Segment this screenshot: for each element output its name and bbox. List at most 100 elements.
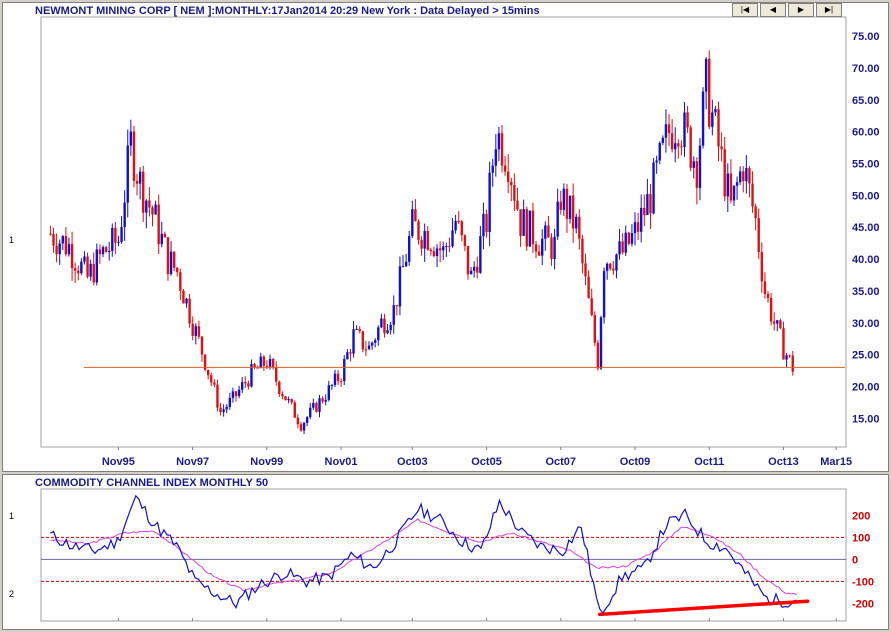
cci-moving-average-line <box>50 518 797 596</box>
price-candle-body <box>602 270 606 318</box>
price-candle-body <box>482 213 485 237</box>
price-y-tick-label: 50.00 <box>852 190 880 202</box>
price-candle-body <box>265 365 269 367</box>
price-chart[interactable]: 15.00 20.00 25.00 30.00 35.00 40.00 45.00 50.00… <box>3 3 888 471</box>
price-x-tick-label: Oct13 <box>768 456 799 468</box>
price-candle-body <box>216 384 219 408</box>
cci-chart[interactable]: 200 100 0 -100 -200 <box>3 475 888 629</box>
price-candle-body <box>349 352 352 354</box>
price-candle-body <box>738 171 742 183</box>
price-candle-body <box>636 222 640 232</box>
price-x-tick-label: Nov95 <box>102 456 135 468</box>
price-candle-body <box>565 188 569 219</box>
price-candle-body <box>123 202 126 228</box>
price-candle-body <box>404 261 408 267</box>
next-button[interactable]: ▶ <box>788 3 814 17</box>
price-candle-body <box>373 340 377 343</box>
price-candle-body <box>228 397 232 407</box>
price-candle-body <box>210 375 213 383</box>
price-candle-body <box>704 58 708 92</box>
price-candle-body <box>723 149 726 197</box>
price-candle-body <box>463 235 467 246</box>
price-candle-body <box>785 355 788 360</box>
cci-plot-area <box>40 488 847 622</box>
price-candle-body <box>73 268 77 271</box>
price-candle-body <box>408 236 411 262</box>
previous-button[interactable]: ◀ <box>760 3 786 17</box>
cci-y-tick-label: 100 <box>852 532 870 544</box>
price-candle-body <box>506 171 510 182</box>
price-candle-body <box>145 200 148 213</box>
price-candle-body <box>575 216 578 229</box>
price-candle-body <box>117 241 120 243</box>
price-candle-body <box>751 183 754 207</box>
cci-y-tick-label: -200 <box>852 598 874 610</box>
price-y-tick-label: 20.00 <box>852 381 880 393</box>
cci-chart-panel[interactable]: 200 100 0 -100 -200 COMMODITY CHANNEL INDEX … <box>2 474 889 630</box>
price-candle-body <box>237 389 241 396</box>
price-candle-body <box>148 200 151 208</box>
price-candle-body <box>398 266 402 307</box>
first-button[interactable]: |◀ <box>732 3 758 17</box>
price-x-tick-label: Oct11 <box>694 456 724 468</box>
price-candle-body <box>206 369 210 376</box>
price-candle-body <box>185 298 188 304</box>
price-candle-body <box>494 149 498 166</box>
price-candle-body <box>516 200 519 210</box>
price-candle-body <box>472 266 476 271</box>
price-candle-body <box>541 238 544 256</box>
price-candle-body <box>80 261 83 274</box>
price-candle-body <box>114 227 117 243</box>
navigation-bar: |◀ ◀ ▶ ▶| <box>732 3 842 17</box>
price-candle-body <box>188 298 191 324</box>
price-candle-body <box>355 329 358 331</box>
cci-line <box>50 494 797 615</box>
price-candle-body <box>411 209 414 237</box>
price-candles <box>49 50 794 434</box>
price-candle-body <box>380 318 383 328</box>
price-candle-body <box>531 210 535 245</box>
price-candle-body <box>305 417 309 423</box>
price-candle-body <box>605 263 609 271</box>
price-candle-body <box>420 239 423 249</box>
price-candle-body <box>299 424 303 431</box>
price-candle-body <box>275 367 278 382</box>
price-candle-body <box>333 373 337 385</box>
price-candle-body <box>544 225 547 239</box>
price-candle-body <box>92 263 95 283</box>
price-candle-body <box>432 251 436 257</box>
price-candle-body <box>293 402 296 418</box>
price-candle-body <box>179 272 182 291</box>
price-candle-body <box>52 233 55 246</box>
last-button[interactable]: ▶| <box>816 3 842 17</box>
price-chart-panel[interactable]: 15.00 20.00 25.00 30.00 35.00 40.00 45.00 50.00… <box>2 2 889 472</box>
price-candle-body <box>479 236 482 273</box>
price-y-tick-label: 65.00 <box>852 95 880 107</box>
price-candle-body <box>101 247 105 255</box>
price-candle-body <box>550 237 553 259</box>
price-candle-body <box>686 112 689 128</box>
price-candle-body <box>256 367 259 369</box>
price-candle-body <box>401 266 405 268</box>
price-candle-body <box>64 236 68 255</box>
price-candle-body <box>680 146 683 148</box>
price-candle-body <box>287 399 290 401</box>
price-y-tick-label: 40.00 <box>852 254 880 266</box>
price-plot-area <box>40 16 847 448</box>
price-candle-body <box>513 185 516 201</box>
price-candle-body <box>457 220 460 222</box>
price-candle-body <box>271 359 275 368</box>
price-x-tick-label: Oct09 <box>620 456 651 468</box>
price-candle-body <box>222 409 225 412</box>
price-candle-body <box>689 127 692 168</box>
price-candle-body <box>67 244 71 255</box>
price-candle-body <box>367 345 371 350</box>
price-candle-body <box>714 109 717 113</box>
price-candle-body <box>83 256 86 262</box>
price-candle-body <box>596 342 600 369</box>
price-candle-body <box>194 326 197 336</box>
price-candle-body <box>708 58 711 127</box>
price-candle-body <box>346 352 349 360</box>
price-candle-body <box>791 355 794 372</box>
price-y-tick-label: 30.00 <box>852 318 880 330</box>
